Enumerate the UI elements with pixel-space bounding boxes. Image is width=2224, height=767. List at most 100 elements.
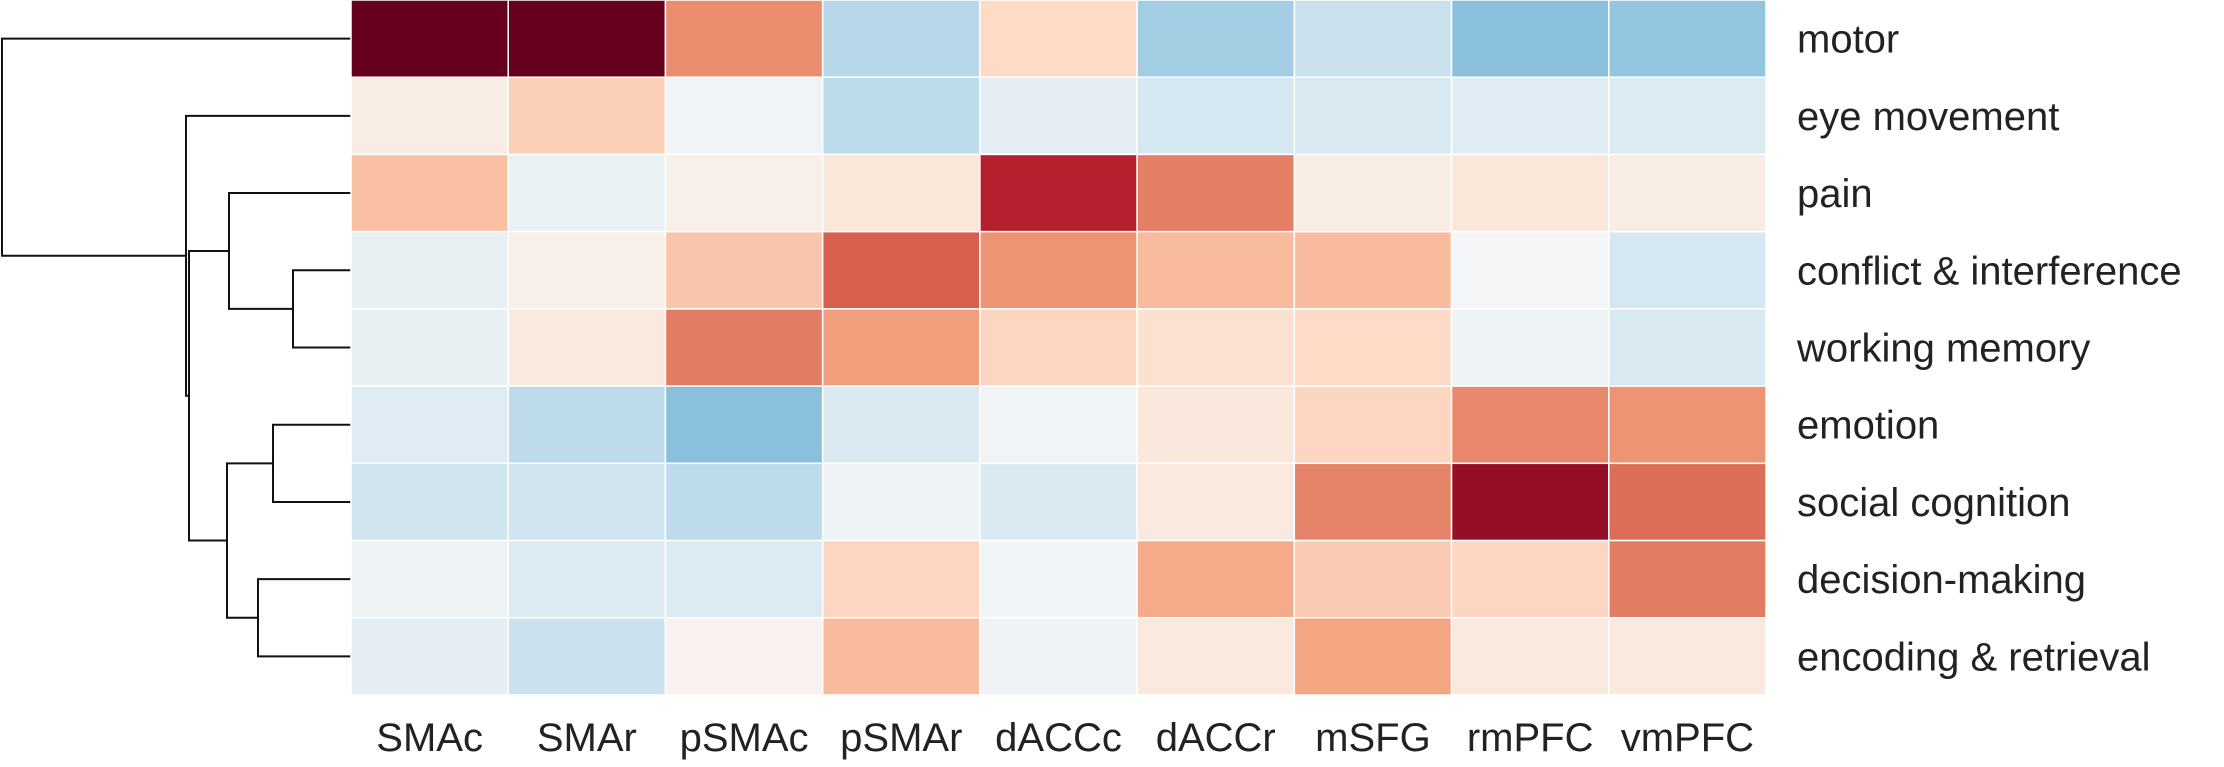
cell-conflict-and-interference-psmac: [664, 230, 824, 310]
cell-pain-msfg: [1293, 153, 1453, 233]
cell-encoding-and-retrieval-daccr: [1136, 617, 1296, 696]
cell-social-cognition-rmpfc: [1450, 462, 1610, 542]
cell-eye-movement-psmac: [664, 76, 824, 156]
cell-pain-smar: [507, 153, 667, 233]
cell-pain-psmar: [821, 153, 981, 233]
cell-decision-making-daccc: [979, 539, 1138, 619]
cell-encoding-and-retrieval-vmpfc: [1608, 617, 1767, 696]
cell-emotion-rmpfc: [1450, 385, 1610, 465]
cell-decision-making-psmar: [821, 539, 981, 619]
dendrogram-link-1: [292, 269, 351, 349]
cell-pain-vmpfc: [1608, 153, 1767, 233]
column-label-psmar: pSMAr: [840, 716, 962, 760]
cell-decision-making-vmpfc: [1608, 539, 1767, 619]
cell-conflict-and-interference-msfg: [1293, 230, 1453, 310]
cell-decision-making-msfg: [1293, 539, 1453, 619]
cell-emotion-daccc: [979, 385, 1138, 465]
cell-eye-movement-msfg: [1293, 76, 1453, 156]
cell-eye-movement-smac: [350, 76, 509, 156]
dendrogram-link-2: [228, 192, 351, 310]
cell-social-cognition-daccr: [1136, 462, 1296, 542]
cell-motor-psmar: [821, 0, 981, 78]
row-label-working-memory: working memory: [1796, 327, 2090, 371]
cell-motor-smar: [507, 0, 667, 78]
cell-conflict-and-interference-vmpfc: [1608, 230, 1767, 310]
cell-eye-movement-daccc: [979, 76, 1138, 156]
cell-social-cognition-psmar: [821, 462, 981, 542]
cell-decision-making-rmpfc: [1450, 539, 1610, 619]
cell-eye-movement-smar: [507, 76, 667, 156]
cell-motor-msfg: [1293, 0, 1453, 78]
cell-encoding-and-retrieval-msfg: [1293, 617, 1453, 696]
column-label-smar: SMAr: [537, 716, 637, 760]
cell-social-cognition-msfg: [1293, 462, 1453, 542]
column-label-rmpfc: rmPFC: [1467, 716, 1594, 760]
cell-pain-daccr: [1136, 153, 1296, 233]
cell-eye-movement-rmpfc: [1450, 76, 1610, 156]
row-label-encoding-and-retrieval: encoding & retrieval: [1797, 635, 2151, 679]
cell-emotion-vmpfc: [1608, 385, 1767, 465]
cell-decision-making-daccr: [1136, 539, 1296, 619]
cell-pain-daccc: [979, 153, 1138, 233]
row-labels: motor eye movement pain conflict & interfer…: [1796, 18, 2182, 680]
cell-emotion-psmar: [821, 385, 981, 465]
cell-decision-making-psmac: [664, 539, 824, 619]
row-label-eye-movement: eye movement: [1797, 95, 2059, 139]
row-label-motor: motor: [1797, 18, 1899, 62]
cell-emotion-daccr: [1136, 385, 1296, 465]
row-label-emotion: emotion: [1797, 404, 1939, 448]
cell-emotion-psmac: [664, 385, 824, 465]
dendrogram-link-5: [226, 462, 273, 619]
column-labels: SMAc SMAr pSMAc pSMAr dACCc dACCr mSFG rmPFC vmP…: [376, 716, 1754, 760]
heatmap-cells: [350, 0, 1767, 696]
cell-encoding-and-retrieval-psmac: [664, 617, 824, 696]
cell-social-cognition-smar: [507, 462, 667, 542]
cell-social-cognition-daccc: [979, 462, 1138, 542]
cell-pain-rmpfc: [1450, 153, 1610, 233]
cell-emotion-smac: [350, 385, 509, 465]
dendrogram-link-6: [188, 249, 229, 542]
cell-conflict-and-interference-rmpfc: [1450, 230, 1610, 310]
row-label-decision-making: decision-making: [1797, 558, 2086, 602]
cell-working-memory-rmpfc: [1450, 308, 1610, 387]
cell-conflict-and-interference-daccr: [1136, 230, 1296, 310]
cell-conflict-and-interference-smac: [350, 230, 509, 310]
cell-emotion-smar: [507, 385, 667, 465]
cell-encoding-and-retrieval-daccc: [979, 617, 1138, 696]
cell-encoding-and-retrieval-smar: [507, 617, 667, 696]
column-label-smac: SMAc: [376, 716, 483, 760]
column-label-psmac: pSMAc: [680, 716, 809, 760]
cell-motor-rmpfc: [1450, 0, 1610, 78]
cell-social-cognition-psmac: [664, 462, 824, 542]
cell-motor-daccr: [1136, 0, 1296, 78]
cell-social-cognition-vmpfc: [1608, 462, 1767, 542]
column-label-msfg: mSFG: [1315, 716, 1431, 760]
cell-encoding-and-retrieval-smac: [350, 617, 509, 696]
row-label-social-cognition: social cognition: [1797, 481, 2071, 525]
cell-working-memory-psmac: [664, 308, 824, 387]
cell-eye-movement-psmar: [821, 76, 981, 156]
cell-conflict-and-interference-daccc: [979, 230, 1138, 310]
cell-motor-daccc: [979, 0, 1138, 78]
cell-motor-psmac: [664, 0, 824, 78]
cell-social-cognition-smac: [350, 462, 509, 542]
dendrogram-link-8: [1, 37, 351, 257]
cell-working-memory-psmar: [821, 308, 981, 387]
cell-eye-movement-vmpfc: [1608, 76, 1767, 156]
cell-working-memory-msfg: [1293, 308, 1453, 387]
cell-working-memory-smar: [507, 308, 667, 387]
dendrogram-link-4: [272, 423, 351, 503]
row-label-conflict-and-interference: conflict & interference: [1797, 249, 2182, 293]
cell-decision-making-smac: [350, 539, 509, 619]
column-label-daccr: dACCr: [1156, 716, 1276, 760]
dendrogram-link-7: [185, 114, 351, 397]
row-dendrogram: [1, 37, 351, 658]
cell-pain-smac: [350, 153, 509, 233]
cell-pain-psmac: [664, 153, 824, 233]
cell-working-memory-daccc: [979, 308, 1138, 387]
dendrogram-link-3: [257, 578, 351, 658]
cell-encoding-and-retrieval-rmpfc: [1450, 617, 1610, 696]
column-label-vmpfc: vmPFC: [1621, 716, 1754, 760]
cell-motor-smac: [350, 0, 509, 78]
cell-conflict-and-interference-psmar: [821, 230, 981, 310]
